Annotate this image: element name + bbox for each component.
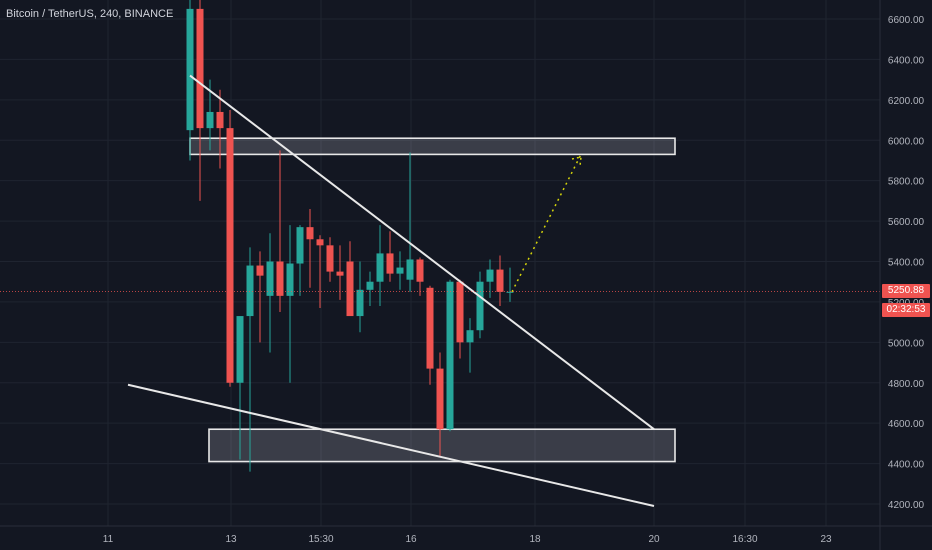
candle-body [316, 239, 324, 246]
candle-body [186, 8, 194, 131]
lower-trendline[interactable] [127, 383, 655, 507]
price-axis-label: 6600.00 [888, 15, 925, 26]
candle-body [416, 259, 424, 282]
candle-body [326, 245, 334, 272]
candle-body [476, 281, 484, 331]
candle-body [456, 281, 464, 343]
candle-body [406, 259, 414, 280]
candle-body [226, 128, 234, 383]
price-axis-label: 5000.00 [888, 338, 925, 349]
price-axis-label: 5600.00 [888, 217, 925, 228]
candle-body [466, 330, 474, 343]
time-axis-label: 11 [103, 534, 114, 545]
time-axis-label: 13 [225, 534, 237, 545]
candle-body [306, 227, 314, 240]
candle-body [436, 368, 444, 430]
candle-body [256, 265, 264, 276]
time-axis-label: 23 [820, 534, 832, 545]
candle-body [446, 281, 454, 430]
resistance-zone[interactable] [189, 137, 676, 156]
price-axis-label: 5800.00 [888, 177, 925, 188]
candle-body [496, 269, 504, 292]
projection-arrow-head [571, 156, 582, 167]
price-axis-label: 4400.00 [888, 460, 925, 471]
candle-body [276, 261, 284, 296]
price-axis-label: 4600.00 [888, 419, 925, 430]
countdown-tag: 02:32:53 [882, 303, 930, 317]
time-axis-label: 16 [405, 534, 417, 545]
candle-body [236, 316, 244, 383]
candle-body [296, 227, 304, 264]
last-price-tag: 5250.88 [882, 284, 930, 298]
projection-arrow-line[interactable] [511, 154, 582, 293]
time-axis-label: 18 [529, 534, 541, 545]
candle-body [426, 287, 434, 369]
candle-body [366, 281, 374, 290]
time-axis-label: 20 [648, 534, 660, 545]
candle-body [396, 267, 404, 274]
price-axis-label: 4200.00 [888, 500, 925, 511]
candle-body [266, 261, 274, 296]
candle-body [506, 291, 514, 293]
candle-body [206, 111, 214, 129]
symbol-title: Bitcoin / TetherUS, 240, BINANCE [6, 8, 174, 20]
time-axis-label: 16:30 [732, 534, 757, 545]
candle-body [486, 269, 494, 282]
price-axis-label: 5400.00 [888, 258, 925, 269]
candle-body [336, 271, 344, 276]
candle-body [246, 265, 254, 317]
candle-body [216, 111, 224, 129]
time-axis-label: 15:30 [308, 534, 333, 545]
descending-trendline[interactable] [189, 74, 655, 431]
price-axis-label: 4800.00 [888, 379, 925, 390]
candle-body [346, 261, 354, 317]
price-axis-label: 6200.00 [888, 96, 925, 107]
candle-body [286, 263, 294, 296]
candle-body [196, 8, 204, 129]
price-axis-label: 6400.00 [888, 55, 925, 66]
price-axis-label: 6000.00 [888, 136, 925, 147]
candle-body [386, 253, 394, 274]
candle-body [356, 289, 364, 317]
candle-body [376, 253, 384, 282]
